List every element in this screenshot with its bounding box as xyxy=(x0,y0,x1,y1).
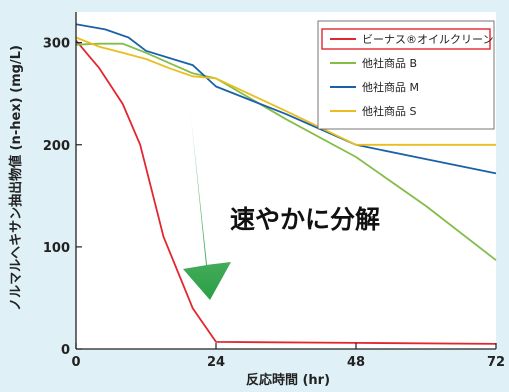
legend-label: ビーナス®オイルクリーン xyxy=(362,33,493,46)
series-line-1 xyxy=(75,40,497,345)
y-tick-label: 0 xyxy=(61,343,70,358)
y-tick-label: 300 xyxy=(43,37,70,52)
x-tick-label: 72 xyxy=(487,355,505,370)
annotation-text: 速やかに分解 xyxy=(230,205,380,234)
y-axis-title: ノルマルヘキサン抽出物値 (n-hex) (mg/L) xyxy=(8,45,24,311)
series-line-3 xyxy=(75,23,497,175)
x-tick-label: 48 xyxy=(347,355,365,370)
x-tick-label: 24 xyxy=(207,355,225,370)
y-tick-label: 200 xyxy=(43,139,70,154)
legend-label: 他社商品 M xyxy=(362,80,419,94)
x-tick-label: 0 xyxy=(71,355,80,370)
y-ticks: 0 100 200 300 xyxy=(43,37,82,358)
legend-label: 他社商品 B xyxy=(362,56,417,70)
series-line-4 xyxy=(75,36,496,146)
legend-highlight-box xyxy=(321,28,491,50)
series-layer xyxy=(75,23,497,345)
legend-label: 他社商品 S xyxy=(362,104,416,118)
series-line-2 xyxy=(75,42,497,261)
x-ticks: 0 24 48 72 xyxy=(71,343,505,370)
x-axis-title: 反応時間 (hr) xyxy=(246,372,330,388)
y-tick-label: 100 xyxy=(43,241,70,256)
